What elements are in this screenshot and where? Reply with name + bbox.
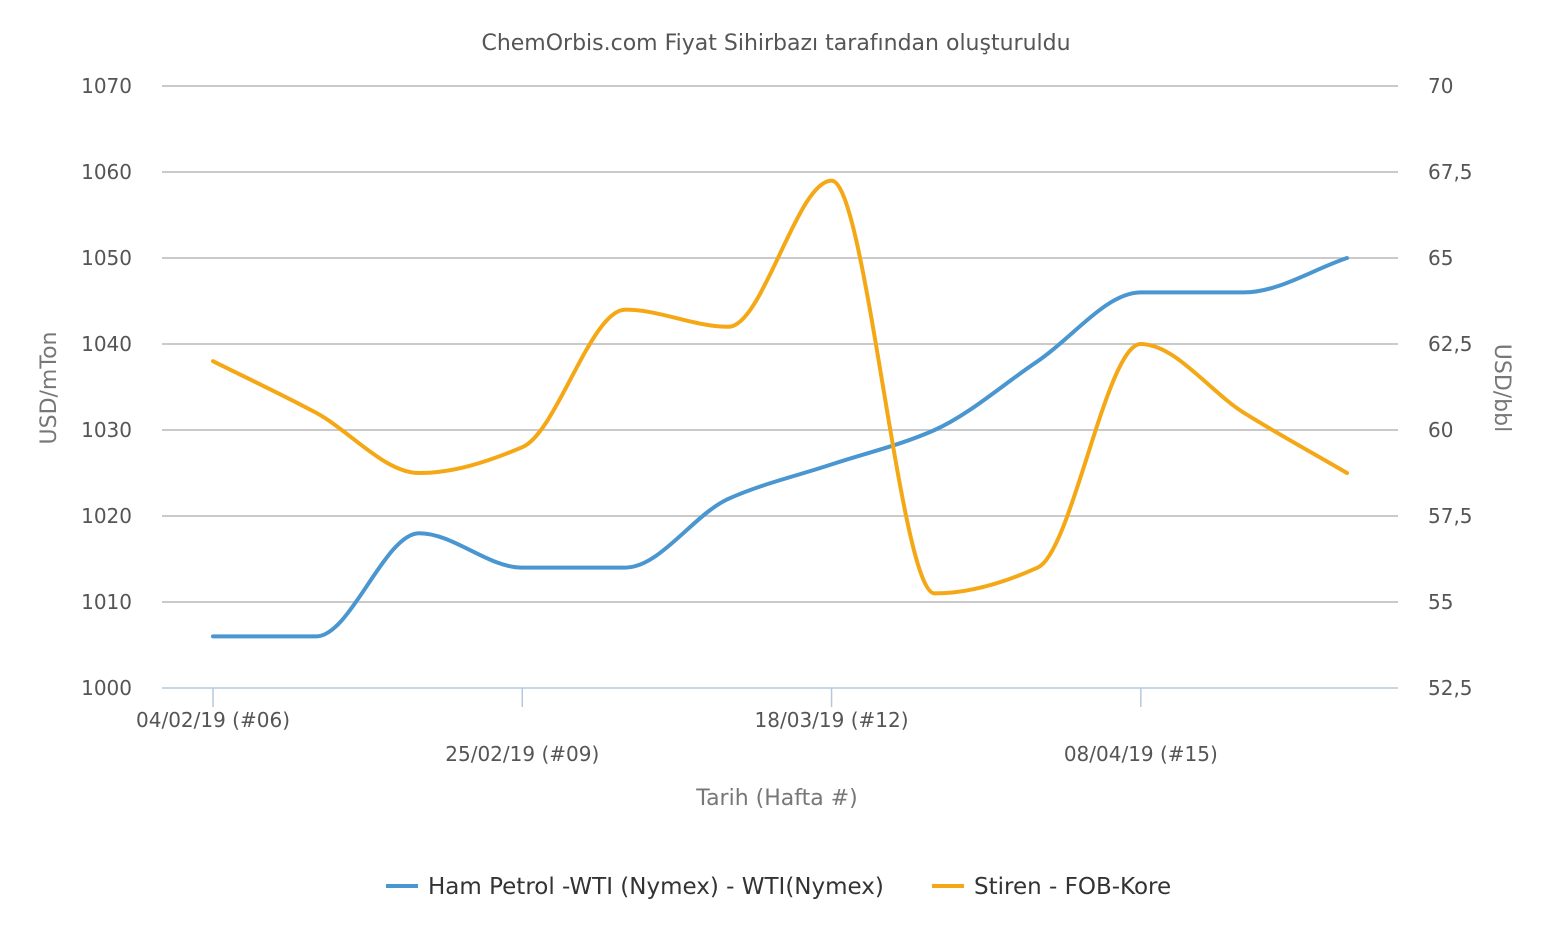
left-y-axis: 1000 1010 1020 1030 1040 1050 1060 1070 [81,74,132,700]
right-y-tick-label: 62,5 [1428,332,1473,356]
right-y-tick-label: 67,5 [1428,160,1473,184]
left-y-tick-label: 1070 [81,74,132,98]
left-y-tick-label: 1000 [81,676,132,700]
legend-label-wti[interactable]: Ham Petrol -WTI (Nymex) - WTI(Nymex) [428,874,884,900]
gridlines [162,85,1398,603]
x-tick-label: 18/03/19 (#12) [755,708,909,732]
right-y-axis: 52,5 55 57,5 60 62,5 65 67,5 70 [1428,74,1473,700]
series-lines [211,178,1349,639]
x-tick-label: 08/04/19 (#15) [1064,742,1218,766]
series-line-wti [211,256,1349,639]
left-y-axis-title: USD/mTon [37,332,62,445]
legend-label-stiren[interactable]: Stiren - FOB-Kore [974,874,1171,900]
x-axis: 04/02/19 (#06) 25/02/19 (#09) 18/03/19 (#1… [136,687,1398,766]
right-y-tick-label: 60 [1428,418,1453,442]
right-y-tick-label: 55 [1428,590,1453,614]
legend: Ham Petrol -WTI (Nymex) - WTI(Nymex) Sti… [386,874,1171,900]
left-y-tick-label: 1020 [81,504,132,528]
left-y-tick-label: 1060 [81,160,132,184]
right-y-tick-label: 70 [1428,74,1453,98]
left-y-tick-label: 1010 [81,590,132,614]
chart-title: ChemOrbis.com Fiyat Sihirbazı tarafından… [481,31,1070,56]
series-line-stiren [211,178,1349,596]
right-y-axis-title: USD/bbl [1489,344,1514,432]
x-tick-label: 04/02/19 (#06) [136,708,290,732]
right-y-tick-label: 52,5 [1428,676,1473,700]
right-y-tick-label: 57,5 [1428,504,1473,528]
right-y-tick-label: 65 [1428,246,1453,270]
x-tick-label: 25/02/19 (#09) [445,742,599,766]
left-y-tick-label: 1030 [81,418,132,442]
left-y-tick-label: 1040 [81,332,132,356]
x-axis-title: Tarih (Hafta #) [695,786,857,811]
left-y-tick-label: 1050 [81,246,132,270]
